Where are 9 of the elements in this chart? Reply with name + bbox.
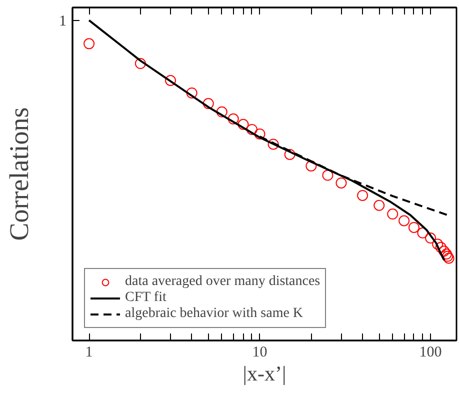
y-axis-title: Correlations	[4, 107, 34, 241]
x-tick-label: 1	[85, 344, 93, 360]
legend-label: algebraic behavior with same K	[125, 306, 304, 322]
legend-label: data averaged over many distances	[125, 274, 320, 290]
x-axis-title: |x-x’|	[242, 362, 286, 386]
text: 1	[59, 13, 66, 30]
legend-label: CFT fit	[125, 290, 166, 306]
x-tick-label: 100	[419, 344, 442, 360]
x-tick-label: 10	[252, 344, 268, 360]
